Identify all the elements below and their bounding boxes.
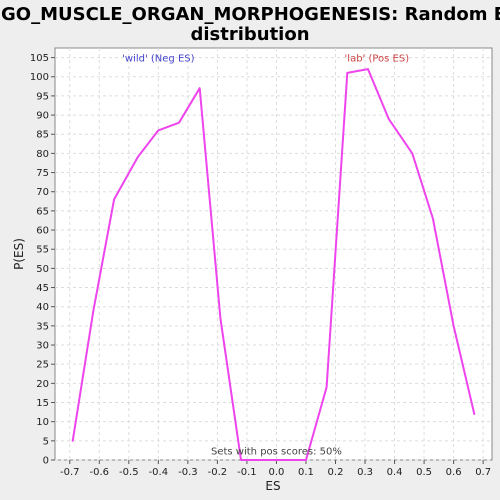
y-tick-label: 25 xyxy=(36,360,49,371)
y-tick-label: 65 xyxy=(36,206,49,217)
y-tick-label: 75 xyxy=(36,168,49,179)
series-line xyxy=(71,68,476,461)
y-tick-label: 85 xyxy=(36,130,49,141)
x-tick-label: -0.6 xyxy=(90,467,110,478)
series-layer xyxy=(71,68,476,461)
y-tick-label: 60 xyxy=(36,226,49,237)
axis-ticks: 0 5 10 15 20 25 30 35 40 45 50 55 60 65 70 75 80 85 90 95 10… xyxy=(30,53,491,478)
x-tick-label: -0.2 xyxy=(208,467,228,478)
y-tick-label: 30 xyxy=(36,341,49,352)
x-tick-label: 0.7 xyxy=(475,467,491,478)
y-tick-label: 0 xyxy=(43,456,49,467)
y-tick-label: 80 xyxy=(36,149,49,160)
y-tick-label: 105 xyxy=(30,53,49,64)
y-tick-label: 20 xyxy=(36,379,49,390)
annotation-2: 'lab' (Pos ES) xyxy=(345,53,410,64)
plot-area xyxy=(54,47,493,461)
y-tick-label: 10 xyxy=(36,417,49,428)
y-tick-label: 15 xyxy=(36,398,49,409)
x-tick-label: 0.1 xyxy=(298,467,314,478)
y-tick-label: 35 xyxy=(36,321,49,332)
y-tick-label: 55 xyxy=(36,245,49,256)
x-tick-label: -0.3 xyxy=(178,467,198,478)
x-tick-label: 0.4 xyxy=(387,467,403,478)
annotation-3: Sets with pos scores: 50% xyxy=(211,446,342,457)
x-tick-label: 0.0 xyxy=(268,467,284,478)
annotation-1: 'wild' (Neg ES) xyxy=(122,53,194,64)
y-tick-label: 50 xyxy=(36,264,49,275)
x-tick-label: -0.4 xyxy=(149,467,169,478)
y-tick-label: 5 xyxy=(43,436,49,447)
x-tick-label: -0.7 xyxy=(60,467,80,478)
y-axis-label: P(ES) xyxy=(12,238,26,270)
y-tick-label: 95 xyxy=(36,91,49,102)
y-tick-label: 40 xyxy=(36,302,49,313)
x-tick-label: -0.1 xyxy=(237,467,257,478)
y-tick-label: 70 xyxy=(36,187,49,198)
x-tick-label: 0.5 xyxy=(416,467,432,478)
y-tick-label: 90 xyxy=(36,111,49,122)
x-tick-label: -0.5 xyxy=(119,467,139,478)
grid xyxy=(55,48,492,461)
y-tick-label: 45 xyxy=(36,283,49,294)
x-tick-label: 0.3 xyxy=(357,467,373,478)
chart-title-line-2: distribution xyxy=(190,24,309,45)
y-tick-label: 100 xyxy=(30,72,49,83)
annotations: 'wild' (Neg ES) 'lab' (Pos ES) Sets with p… xyxy=(122,53,409,457)
chart-title-line-1: GO_MUSCLE_ORGAN_MORPHOGENESIS: Random ES xyxy=(1,4,500,25)
x-tick-label: 0.2 xyxy=(328,467,344,478)
x-tick-label: 0.6 xyxy=(446,467,462,478)
x-axis-label: ES xyxy=(265,479,280,493)
